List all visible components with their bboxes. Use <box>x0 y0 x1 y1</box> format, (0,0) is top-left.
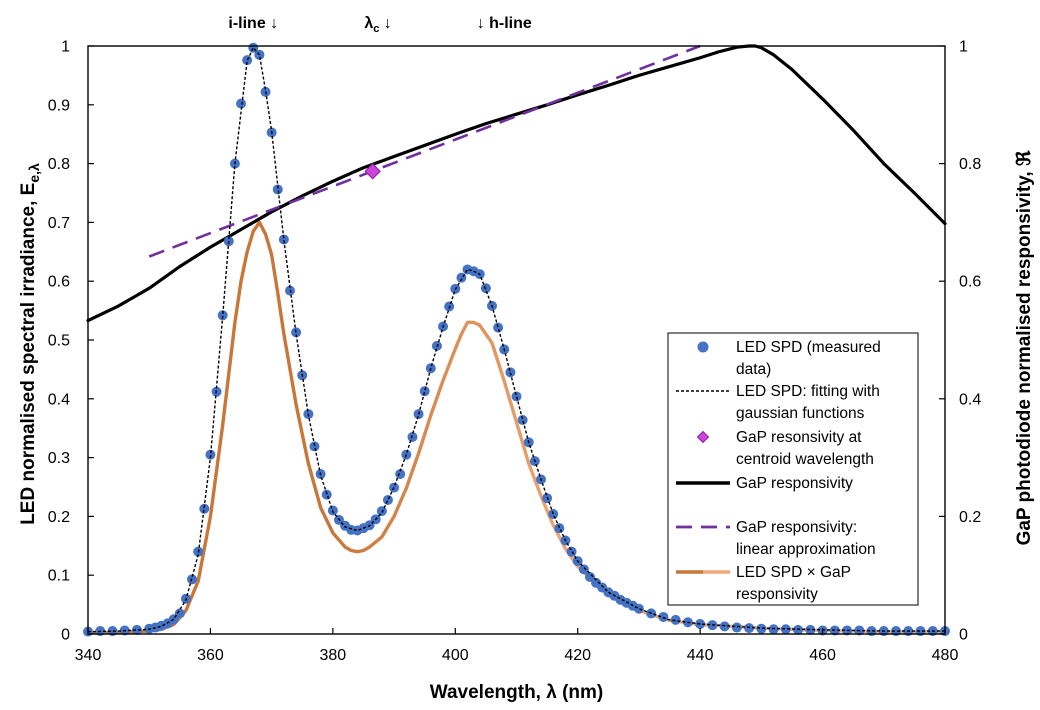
annotations: i-line ↓ λc ↓ ↓ h-line <box>228 15 532 35</box>
data-point <box>633 603 644 614</box>
y-left-tick-label: 0.7 <box>48 215 70 232</box>
data-point <box>670 614 681 625</box>
data-point <box>174 608 185 619</box>
y-right-tick-label: 0.6 <box>959 274 981 291</box>
y-right-tick-label: 0.8 <box>959 156 981 173</box>
legend-label: data) <box>736 361 771 378</box>
x-tick-label: 340 <box>75 647 102 664</box>
data-point <box>217 310 228 321</box>
y-right-tick-label: 1 <box>959 39 968 56</box>
series-led-spd-fitting-with-gaussian-functions <box>87 47 945 633</box>
data-point <box>493 322 504 333</box>
data-point <box>272 184 283 195</box>
series-gap-resonsivity-at-centroid-wavelength-point <box>364 163 381 180</box>
x-tick-label: 440 <box>687 647 714 664</box>
series-led-spd-measured-data <box>83 42 950 637</box>
plot-area <box>83 42 950 637</box>
x-tick-label: 420 <box>564 647 591 664</box>
x-tick-label: 380 <box>320 647 347 664</box>
y-left-tick-label: 0.5 <box>48 333 70 350</box>
data-point <box>456 272 467 283</box>
x-tick-label: 400 <box>442 647 469 664</box>
legend: LED SPD (measured data) LED SPD: fitting w… <box>667 332 919 606</box>
annotation-2: ↓ h-line <box>477 15 532 32</box>
data-point <box>517 414 528 425</box>
data-point <box>768 624 779 635</box>
data-point <box>793 624 804 635</box>
annotation-0: i-line ↓ <box>228 15 278 32</box>
series-gap-responsivity-linear-approximation <box>148 44 701 258</box>
y-left-tick-label: 1 <box>61 39 70 56</box>
x-axis-title: Wavelength, λ (nm) <box>430 682 603 703</box>
legend-entry: GaP responsivity <box>676 475 853 492</box>
legend-label: gaussian functions <box>736 405 865 422</box>
legend-label: LED SPD: fitting with <box>736 383 880 400</box>
legend-swatch-diamond <box>696 430 710 444</box>
data-point <box>731 622 742 633</box>
y-right-tick-label: 0.2 <box>959 509 981 526</box>
legend-label: GaP resonsivity at <box>736 429 862 446</box>
y-left-tick-label: 0.6 <box>48 274 70 291</box>
series-gap-responsivity <box>86 44 947 323</box>
x-tick-label: 360 <box>197 647 224 664</box>
annotation-1: λc ↓ <box>364 15 391 35</box>
legend-entry: LED SPD (measured data) <box>697 339 881 378</box>
y-left-tick-label: 0 <box>61 627 70 644</box>
data-point <box>756 623 767 634</box>
y-right-tick-label: 0.4 <box>959 391 981 408</box>
y-right-tick-label: 0 <box>959 627 968 644</box>
legend-label: LED SPD × GaP <box>736 564 851 581</box>
legend-label: linear approximation <box>736 541 876 558</box>
data-point <box>205 449 216 460</box>
y-left-axis-title: LED normalised spectral irradiance, Ee,λ <box>18 163 42 525</box>
legend-box <box>667 332 919 606</box>
data-point <box>395 469 406 480</box>
data-point <box>780 624 791 635</box>
data-point <box>382 494 393 505</box>
y-left-tick-label: 0.2 <box>48 509 70 526</box>
y-left-tick-label: 0.9 <box>48 97 70 114</box>
data-point <box>376 506 387 517</box>
data-point <box>309 441 320 452</box>
data-point <box>321 489 332 500</box>
data-point <box>242 55 253 66</box>
legend-label: GaP responsivity: <box>736 519 857 536</box>
y-left-tick-label: 0.3 <box>48 450 70 467</box>
data-point <box>419 386 430 397</box>
x-tick-label: 460 <box>809 647 836 664</box>
data-point <box>511 391 522 402</box>
data-point <box>554 523 565 534</box>
legend-swatch-marker <box>697 341 709 353</box>
legend-entry: LED SPD × GaP responsivity <box>676 564 851 603</box>
data-point <box>131 624 142 635</box>
data-point <box>578 564 589 575</box>
legend-label: LED SPD (measured <box>736 339 881 356</box>
data-point <box>719 621 730 632</box>
legend-entry: GaP responsivity: linear approximation <box>676 519 876 558</box>
axes: 340 360 380 400 420 440 460 48000.10.20.30.40.5… <box>18 39 1035 704</box>
data-point <box>744 623 755 634</box>
y-left-tick-label: 0.1 <box>48 568 70 585</box>
data-point <box>278 234 289 245</box>
data-point <box>236 98 247 109</box>
legend-label: centroid wavelength <box>736 451 874 468</box>
y-left-tick-label: 0.8 <box>48 156 70 173</box>
legend-entry: LED SPD: fitting with gaussian functions <box>676 383 880 422</box>
legend-entry: GaP resonsivity at centroid wavelength <box>696 429 874 468</box>
data-point <box>505 367 516 378</box>
series-led-spd-gap-responsivity <box>86 220 947 635</box>
y-right-axis-title: GaP photodiode normalised responsivity, … <box>1014 150 1035 545</box>
x-tick-label: 480 <box>932 647 959 664</box>
data-point <box>199 503 210 514</box>
data-point <box>566 546 577 557</box>
legend-label: GaP responsivity <box>736 475 853 492</box>
y-left-tick-label: 0.4 <box>48 391 70 408</box>
data-point <box>805 624 816 635</box>
legend-label: responsivity <box>736 586 818 603</box>
